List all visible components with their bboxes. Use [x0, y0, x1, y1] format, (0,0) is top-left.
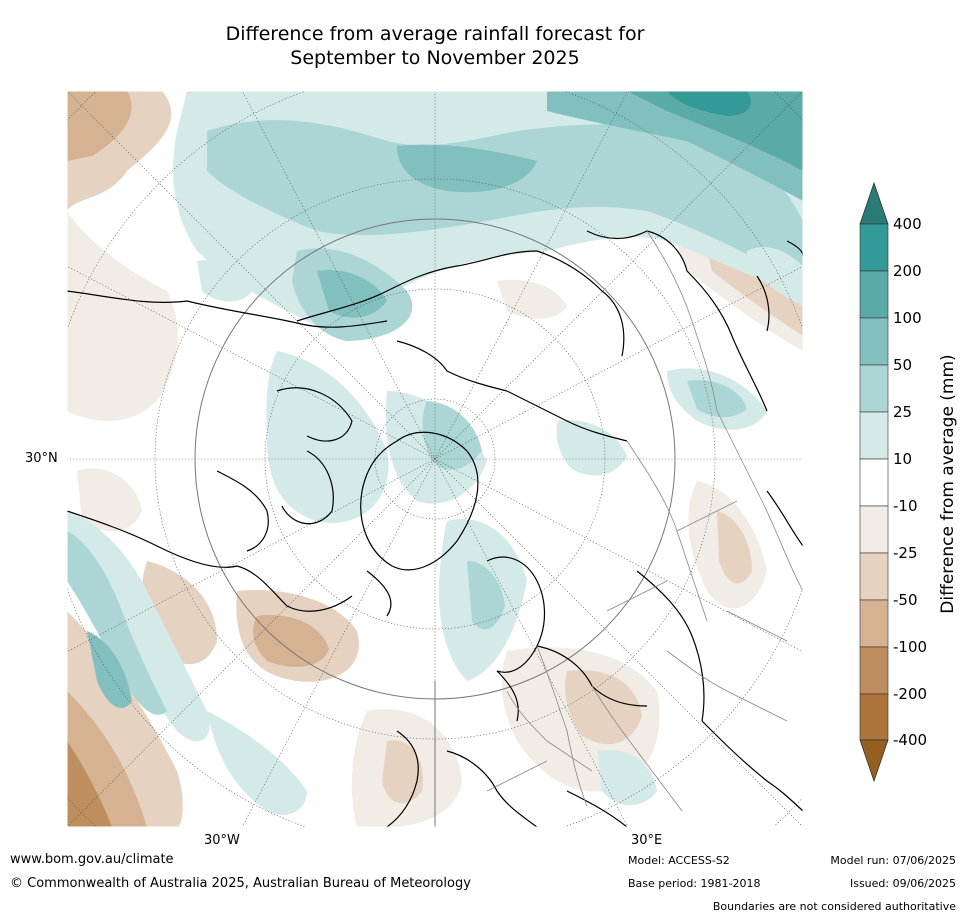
- footer-model: Model: ACCESS-S2: [628, 854, 730, 867]
- colorbar-label-m200: -200: [893, 685, 928, 703]
- footer-issued: Issued: 09/06/2025: [849, 877, 956, 890]
- colorbar-label-10: 10: [893, 450, 913, 468]
- colorbar-label-m25: -25: [893, 544, 918, 562]
- lon-label-30e: 30°E: [631, 833, 663, 848]
- footer-model-run: Model run: 07/06/2025: [830, 854, 956, 867]
- footer-boundaries-note: Boundaries are not considered authoritat…: [712, 900, 956, 913]
- footer-base-period: Base period: 1981-2018: [628, 877, 761, 890]
- colorbar-label-m400: -400: [893, 731, 928, 749]
- coastlines: [67, 230, 803, 827]
- colorbar-label-25: 25: [893, 403, 913, 421]
- map-svg: [67, 91, 803, 827]
- footer-copyright: © Commonwealth of Australia 2025, Austra…: [10, 876, 471, 891]
- colorbar-arrow-top: [859, 181, 889, 225]
- rainfall-map: [67, 91, 803, 827]
- colorbar-label-50: 50: [893, 356, 913, 374]
- colorbar-swatch-m50-m100: [859, 599, 889, 648]
- footer-url: www.bom.gov.au/climate: [10, 852, 174, 867]
- country-boundaries: [486, 230, 803, 812]
- colorbar-swatch-neutral: [859, 458, 889, 507]
- map-title-line2: September to November 2025: [290, 47, 580, 69]
- colorbar-label-m100: -100: [893, 638, 928, 656]
- lon-label-30w: 30°W: [204, 833, 240, 848]
- graticule: [67, 91, 803, 827]
- colorbar-label-m50: -50: [893, 591, 918, 609]
- colorbar: [859, 181, 889, 783]
- colorbar-title: Difference from average (mm): [938, 354, 958, 614]
- colorbar-swatch-m100-m200: [859, 646, 889, 695]
- map-title: Difference from average rainfall forecas…: [67, 22, 803, 70]
- colorbar-swatch-50-100: [859, 317, 889, 366]
- colorbar-label-m10: -10: [893, 497, 918, 515]
- map-title-line1: Difference from average rainfall forecas…: [225, 23, 645, 45]
- wet-anomaly-areas: [67, 91, 803, 815]
- colorbar-label-200: 200: [893, 262, 922, 280]
- colorbar-arrow-bottom: [859, 739, 889, 783]
- lat-label-30n: 30°N: [25, 451, 58, 466]
- colorbar-swatch-100-200: [859, 270, 889, 319]
- colorbar-swatch-m25-m50: [859, 552, 889, 601]
- colorbar-swatch-200-400: [859, 223, 889, 272]
- colorbar-swatch-m10-m25: [859, 505, 889, 554]
- colorbar-swatch-10-25: [859, 411, 889, 460]
- colorbar-label-400: 400: [893, 215, 922, 233]
- colorbar-swatch-25-50: [859, 364, 889, 413]
- colorbar-label-100: 100: [893, 309, 922, 327]
- colorbar-swatch-m200-m400: [859, 693, 889, 741]
